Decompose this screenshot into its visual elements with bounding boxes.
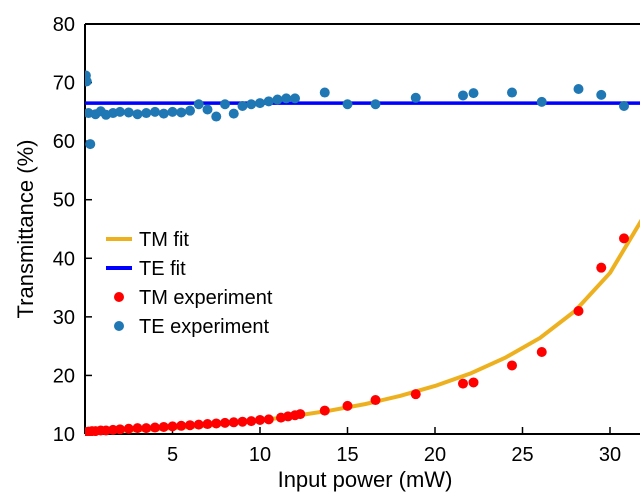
te-experiment-point — [85, 139, 96, 150]
tm-experiment-point — [370, 395, 381, 406]
te-experiment-point — [458, 90, 468, 101]
x-tick-label: 20 — [424, 444, 446, 466]
legend-entry: TE experiment — [139, 316, 269, 338]
tm-experiment-point — [255, 414, 265, 425]
tm-experiment-point — [536, 347, 547, 357]
tm-experiment-point — [167, 421, 178, 432]
tm-experiment-point — [342, 400, 353, 411]
tm-experiment-point — [202, 419, 213, 430]
te-experiment-point — [536, 96, 547, 107]
te-experiment-point — [202, 104, 213, 115]
y-tick-label: 80 — [53, 14, 75, 36]
te-experiment-point — [123, 107, 134, 118]
te-experiment-point — [185, 105, 195, 116]
ticks: 10 20 30 40 50 60 70 80 5 10 15 20 25 30 — [53, 14, 621, 466]
x-tick-label: 15 — [336, 444, 358, 466]
te-experiment-point — [141, 108, 152, 119]
te-experiment-point — [319, 87, 330, 98]
y-tick-label: 40 — [53, 248, 75, 270]
tm-experiment-point — [150, 422, 160, 433]
te-experiment-point — [290, 93, 300, 104]
te-experiment-point — [573, 84, 584, 95]
tm-experiment-point — [185, 420, 195, 431]
tm-experiment-point — [263, 414, 274, 425]
axes — [84, 23, 640, 435]
plot-area — [85, 70, 640, 436]
tm-experiment-point — [319, 405, 330, 416]
te-experiment-point — [237, 101, 248, 111]
te-experiment-point — [281, 93, 292, 104]
legend-entry: TM fit — [139, 229, 189, 251]
te-experiment-point — [85, 76, 92, 87]
te-experiment-point — [115, 106, 125, 117]
te-experiment-point — [228, 108, 239, 119]
te-experiment-point — [150, 106, 160, 117]
te-experiment-point — [211, 111, 222, 122]
te-experiment-point — [507, 87, 517, 98]
tm-experiment-point — [176, 420, 187, 431]
y-tick-label: 20 — [53, 365, 75, 387]
y-tick-label: 50 — [53, 190, 75, 212]
y-tick-label: 30 — [53, 307, 75, 329]
legend-entry: TE fit — [139, 258, 186, 280]
tm-experiment-point — [468, 377, 479, 388]
te-experiment-point — [158, 108, 169, 119]
tm-experiment-point — [132, 423, 143, 434]
te-experiment-point — [246, 99, 257, 110]
te-experiment-point — [410, 92, 421, 103]
te-experiment-point — [255, 98, 265, 109]
tm-experiment-point — [596, 262, 607, 273]
tm-experiment-point — [158, 421, 169, 432]
te-experiment-point — [619, 101, 629, 111]
tm-experiment-point — [246, 416, 257, 427]
te-experiment-point — [272, 94, 283, 105]
te-experiment-point — [596, 89, 607, 100]
x-tick-label: 25 — [511, 444, 533, 466]
tm-experiment-point — [573, 306, 584, 316]
tm-experiment-point — [193, 419, 204, 430]
tm-experiment-point — [220, 417, 230, 428]
y-tick-label: 60 — [53, 131, 75, 153]
legend-entry: TM experiment — [139, 287, 273, 309]
tm-experiment-point — [211, 418, 222, 429]
tm-experiment-point — [237, 416, 248, 427]
legend: TM fit TE fit TM experiment TE experiment — [106, 229, 273, 338]
te-experiment-point — [370, 99, 381, 110]
x-tick-label: 30 — [599, 444, 621, 466]
x-axis-label: Input power (mW) — [278, 467, 453, 492]
te-experiment-point — [220, 99, 230, 110]
tm-experiment-point — [458, 378, 468, 389]
tm-experiment-point — [410, 389, 421, 400]
te-experiment-point — [176, 107, 187, 118]
tm-experiment-point — [141, 423, 152, 434]
te-experiment-point — [132, 109, 143, 120]
te-experiment-point — [468, 88, 479, 99]
tm-experiment-point — [619, 233, 629, 244]
te-experiment-point — [263, 96, 274, 107]
tm-experiment-point — [228, 417, 239, 428]
te-experiment-point — [342, 99, 353, 110]
tm-experiment-legend-swatch — [114, 292, 124, 302]
x-tick-label: 5 — [167, 444, 178, 466]
y-axis-label: Transmittance (%) — [13, 140, 38, 319]
te-experiment-legend-swatch — [114, 321, 124, 331]
y-tick-label: 10 — [53, 424, 75, 446]
y-tick-label: 70 — [53, 73, 75, 95]
tm-experiment-point — [115, 424, 125, 435]
tm-experiment-point — [295, 409, 306, 420]
te-experiment-point — [193, 99, 204, 110]
te-experiment-point — [167, 106, 178, 117]
x-tick-label: 10 — [249, 444, 271, 466]
tm-experiment-point — [123, 423, 134, 434]
tm-experiment-point — [507, 360, 517, 371]
